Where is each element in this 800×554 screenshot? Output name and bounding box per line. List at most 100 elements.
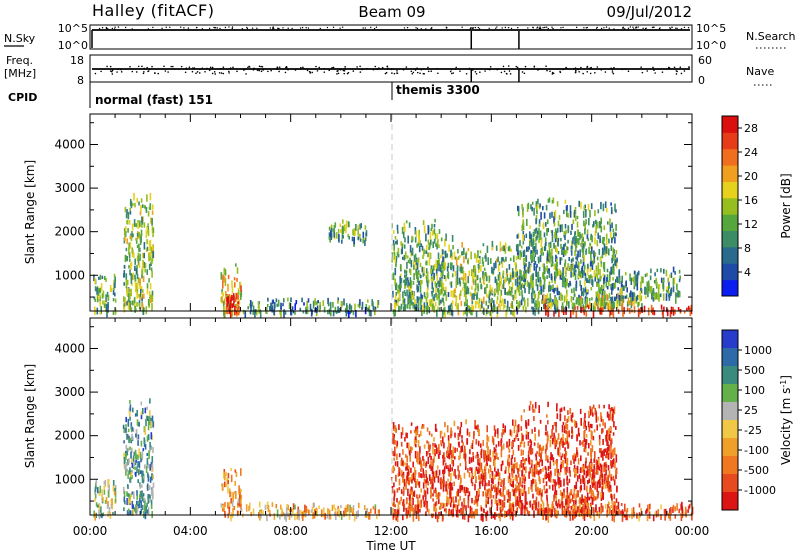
echo-cell (622, 297, 625, 304)
echo-cell (393, 490, 396, 497)
echo-cell (626, 307, 629, 311)
echo-cell (512, 504, 515, 512)
echo-cell (135, 238, 138, 244)
echo-cell (394, 236, 397, 240)
echo-cell (411, 474, 413, 480)
echo-cell (438, 506, 441, 510)
echo-cell (393, 436, 395, 445)
echo-cell (346, 305, 349, 311)
echo-cell (538, 266, 541, 271)
echo-cell (248, 505, 250, 512)
echo-cell (566, 499, 569, 505)
echo-cell (132, 407, 134, 413)
echo-cell (314, 308, 316, 313)
echo-cell (595, 410, 597, 415)
echo-cell (549, 258, 551, 264)
echo-cell (123, 264, 126, 269)
echo-cell (537, 470, 540, 476)
echo-cell (543, 232, 546, 238)
echo-cell (605, 434, 607, 442)
echo-cell (316, 301, 318, 305)
echo-cell (396, 224, 399, 231)
echo-cell (461, 267, 464, 274)
echo-cell (575, 500, 577, 506)
echo-cell (581, 270, 584, 279)
echo-cell (136, 495, 138, 500)
echo-cell (498, 501, 500, 506)
echo-cell (487, 257, 489, 266)
echo-cell (429, 252, 431, 259)
echo-cell (550, 302, 552, 310)
echo-cell (452, 508, 454, 517)
echo-cell (649, 285, 651, 294)
echo-cell (475, 476, 477, 482)
echo-cell (594, 301, 596, 307)
echo-cell (491, 240, 494, 247)
echo-cell (501, 500, 504, 508)
echo-cell (474, 290, 477, 295)
echo-cell (223, 504, 225, 513)
echo-cell (480, 480, 482, 484)
echo-cell (417, 497, 419, 505)
echo-cell (433, 238, 436, 244)
nsky-point (282, 27, 284, 29)
echo-cell (114, 487, 116, 492)
echo-cell (327, 302, 330, 307)
echo-cell (409, 494, 411, 499)
echo-cell (417, 508, 420, 515)
echo-cell (508, 448, 511, 453)
freq-point (552, 72, 555, 75)
echo-cell (544, 507, 546, 516)
echo-cell (603, 453, 605, 457)
echo-cell (400, 496, 402, 502)
echo-cell (410, 430, 412, 434)
echo-cell (354, 229, 356, 236)
echo-cell (140, 411, 143, 416)
echo-cell (564, 447, 566, 452)
echo-cell (242, 309, 245, 315)
echo-cell (398, 305, 400, 312)
echo-cell (143, 504, 146, 512)
echo-cell (568, 257, 570, 262)
echo-cell (491, 287, 493, 294)
echo-cell (612, 276, 614, 281)
freq-point (198, 72, 201, 74)
echo-cell (150, 445, 152, 450)
echo-cell (569, 407, 571, 415)
echo-cell (453, 504, 456, 508)
echo-cell (430, 490, 432, 498)
echo-cell (425, 483, 427, 488)
echo-cell (148, 206, 151, 210)
echo-cell (124, 255, 127, 261)
echo-cell (607, 434, 609, 440)
echo-cell (436, 263, 438, 271)
echo-cell (667, 286, 670, 294)
echo-cell (587, 263, 589, 272)
echo-cell (616, 299, 619, 304)
echo-cell (600, 492, 602, 498)
echo-cell (97, 289, 100, 296)
echo-cell (431, 282, 434, 290)
echo-cell (477, 267, 480, 273)
echo-cell (412, 461, 414, 468)
echo-cell (505, 278, 507, 282)
echo-cell (582, 287, 585, 294)
echo-cell (136, 257, 139, 262)
echo-cell (404, 304, 407, 309)
echo-cell (532, 404, 534, 409)
echo-cell (451, 273, 454, 278)
echo-cell (575, 283, 577, 292)
echo-cell (504, 287, 506, 295)
echo-cell (131, 469, 133, 474)
echo-cell (622, 310, 624, 317)
echo-cell (415, 261, 417, 270)
echo-cell (125, 428, 127, 433)
echo-cell (455, 304, 458, 310)
echo-cell (554, 303, 557, 312)
echo-cell (614, 237, 616, 244)
echo-cell (482, 440, 484, 447)
freq-point (342, 69, 345, 72)
echo-cell (530, 449, 532, 455)
echo-cell (137, 222, 139, 229)
echo-cell (689, 308, 692, 316)
